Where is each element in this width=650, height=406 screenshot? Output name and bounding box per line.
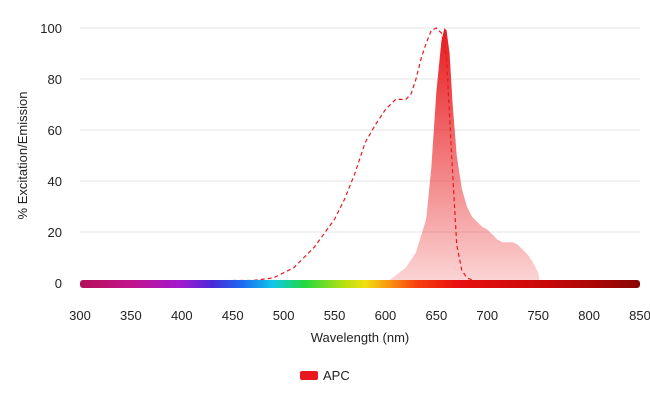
series-apc-emission-area[interactable] — [385, 28, 541, 283]
y-tick-label: 80 — [48, 72, 62, 87]
legend[interactable]: APC — [300, 368, 350, 383]
legend-label-apc: APC — [323, 368, 350, 383]
y-tick-label: 60 — [48, 123, 62, 138]
x-tick-label: 650 — [426, 308, 448, 323]
y-tick-label: 0 — [55, 276, 62, 291]
spectrum-bar — [80, 280, 640, 288]
grid-lines — [80, 27, 640, 284]
legend-swatch-apc — [300, 371, 318, 380]
series-layer — [232, 27, 541, 284]
x-tick-label: 800 — [578, 308, 600, 323]
x-tick-label: 850 — [629, 308, 650, 323]
x-tick-label: 700 — [476, 308, 498, 323]
x-tick-label: 300 — [69, 308, 91, 323]
y-axis-title: % Excitation/Emission — [15, 92, 30, 220]
y-tick-label: 40 — [48, 174, 62, 189]
x-tick-label: 450 — [222, 308, 244, 323]
x-axis-title: Wavelength (nm) — [311, 330, 410, 345]
y-tick-label: 100 — [40, 21, 62, 36]
x-tick-label: 600 — [375, 308, 397, 323]
x-tick-label: 350 — [120, 308, 142, 323]
x-tick-label: 500 — [273, 308, 295, 323]
y-tick-label: 20 — [48, 225, 62, 240]
x-tick-label: 550 — [324, 308, 346, 323]
x-tick-label: 750 — [527, 308, 549, 323]
axes: 0 20 40 60 80 100 300 350 400 450 500 550 600 650 700 7… — [40, 21, 650, 323]
spectrum-gradient-bar — [80, 280, 640, 288]
x-tick-label: 400 — [171, 308, 193, 323]
